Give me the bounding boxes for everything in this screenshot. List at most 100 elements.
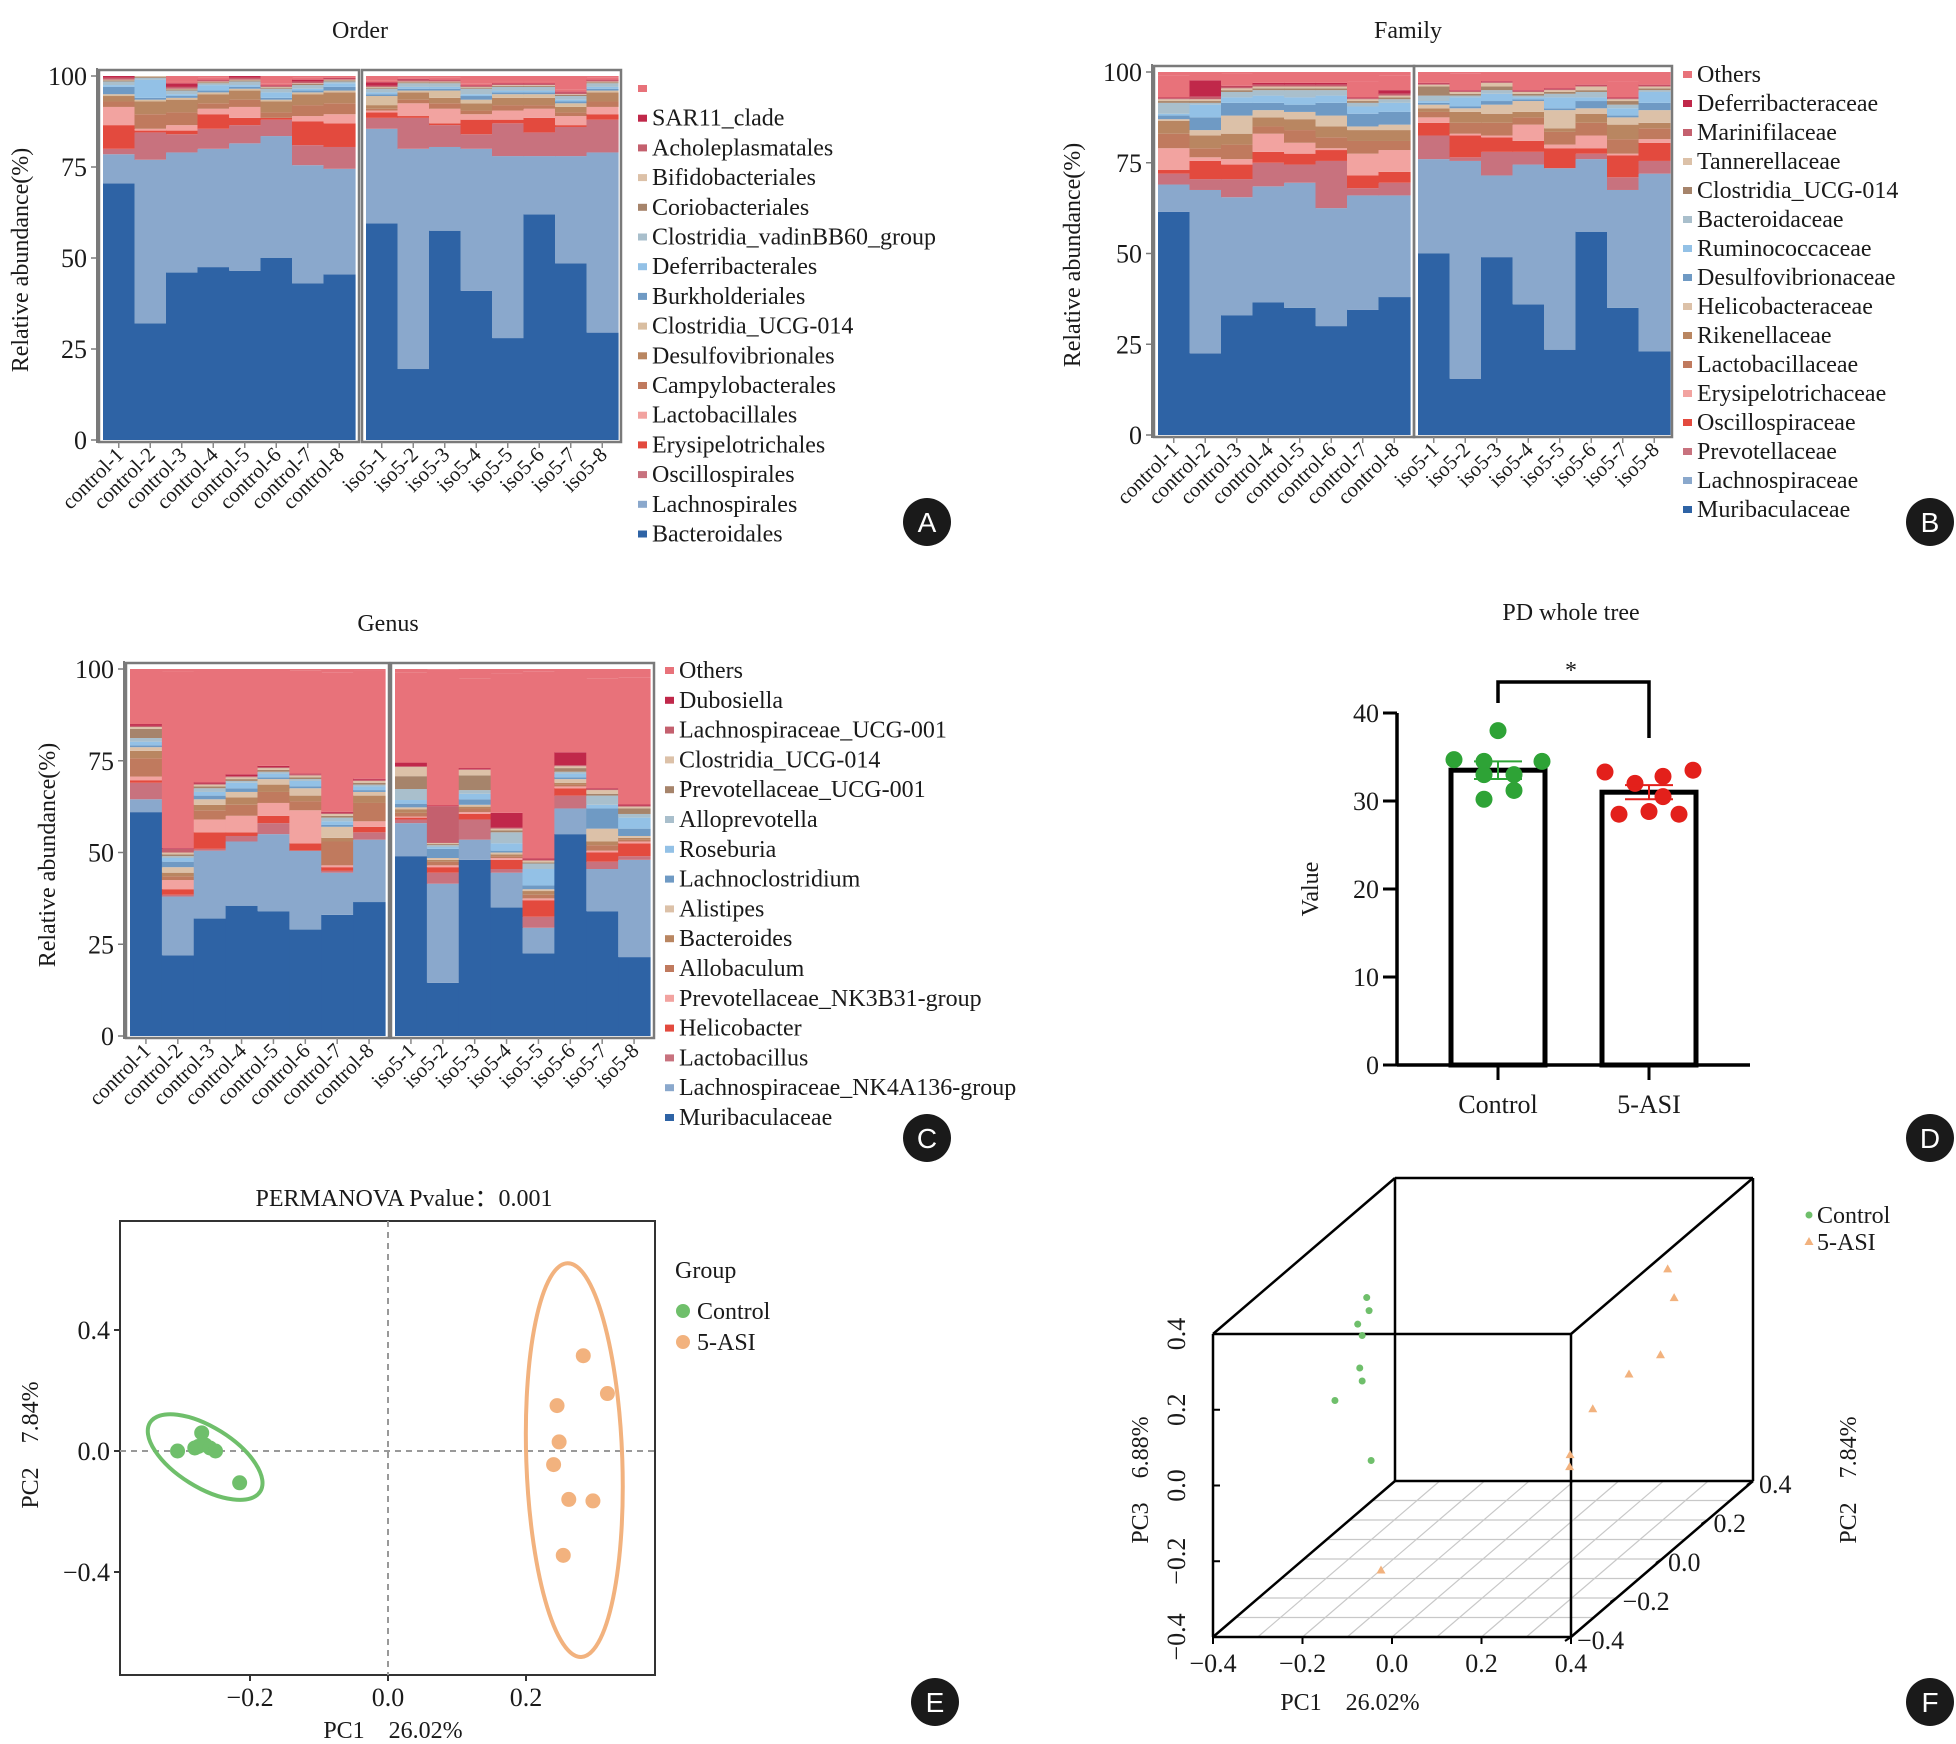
bar-segment-remainder bbox=[321, 669, 354, 673]
data-point-control bbox=[1365, 1307, 1373, 1315]
x-tick-label: 0.2 bbox=[510, 1683, 543, 1712]
bar-segment-lachnoclostridium bbox=[353, 790, 386, 792]
bar-segment-others bbox=[618, 677, 651, 805]
bar-segment-helicobacter bbox=[161, 889, 195, 895]
bar-segment-lachnospiraceae_ucg-001 bbox=[522, 859, 555, 861]
legend-label: Bifidobacteriales bbox=[652, 165, 816, 191]
bar-segment-helicobacteraceae bbox=[1575, 108, 1608, 114]
bar-segment-clostridia_vadinbb60_group bbox=[429, 83, 462, 87]
panel-a-bars bbox=[103, 76, 619, 440]
bar-segment-burkholderiales bbox=[555, 101, 588, 104]
bar-segment-dubosiella bbox=[193, 782, 227, 784]
panel-c-title: Genus bbox=[357, 611, 418, 637]
bar-segment-prevotellaceae bbox=[1575, 153, 1608, 160]
bar-segment-lachnospiraceae_nk4a136-group bbox=[257, 834, 290, 912]
bar-segment-desulfovibrionales bbox=[397, 92, 430, 100]
bar-segment-alistipes bbox=[426, 858, 460, 860]
bar-segment-tannerellaceae bbox=[1189, 99, 1222, 102]
panel-d-plot: 0 10 20 30 40 Control 5-ASI * bbox=[1353, 658, 1750, 1119]
bar-segment-bifidobacteriales bbox=[166, 88, 199, 90]
bar-segment-prevotellaceae_ucg-001 bbox=[193, 786, 227, 789]
bar-segment-remainder bbox=[492, 76, 525, 82]
y-tick-label: −0.2 bbox=[1623, 1587, 1670, 1616]
bar-segment-muribaculaceae bbox=[257, 911, 290, 1036]
bar-segment-ruminococcaceae bbox=[1481, 93, 1514, 102]
bar-segment-roseburia bbox=[426, 846, 460, 849]
legend-label: Prevotellaceae bbox=[1697, 439, 1837, 465]
bar-segment-lachnospiraceae_nk4a136-group bbox=[289, 850, 322, 930]
bar-segment-prevotellaceae_ucg-001 bbox=[554, 768, 587, 772]
bar-segment-remainder bbox=[1221, 72, 1254, 74]
bar-segment-sar11_clade bbox=[555, 91, 588, 93]
bar-segment-clostridia_vadinbb60_group bbox=[366, 88, 399, 93]
bar-segment-helicobacter bbox=[490, 859, 524, 870]
bar-segment-erysipelotrichaceae bbox=[1607, 153, 1640, 156]
bar-segment-lactobacillus bbox=[618, 856, 651, 860]
legend-label: Control bbox=[697, 1299, 771, 1325]
bar-segment-marinifilaceae bbox=[1449, 90, 1482, 92]
bar-segment-acholeplasmatales bbox=[292, 81, 325, 84]
legend-marker bbox=[1804, 1237, 1814, 1245]
bar-segment-clostridia_ucg-014 bbox=[229, 88, 262, 91]
y-tick-label: 75 bbox=[61, 153, 87, 182]
data-point-control bbox=[1445, 751, 1463, 769]
bar-segment-helicobacter bbox=[193, 832, 227, 849]
bar-segment-clostridia_ucg-014 bbox=[426, 842, 460, 845]
bar-segment-remainder bbox=[522, 669, 555, 672]
bar-segment-deferribacterales bbox=[323, 83, 356, 87]
bar-segment-burkholderiales bbox=[460, 96, 493, 100]
bar-segment-dubosiella bbox=[426, 805, 460, 807]
bar-segment-bacteroidaceae bbox=[1221, 91, 1254, 98]
bar-segment-coriobacteriales bbox=[429, 82, 462, 84]
panel-c-bars bbox=[130, 669, 651, 1036]
bar-segment-desulfovibrionaceae bbox=[1158, 115, 1191, 120]
bar-segment-unlabeled bbox=[166, 81, 199, 84]
bar-segment-lactobacillus bbox=[321, 870, 354, 873]
data-point-control bbox=[1358, 1332, 1366, 1340]
bar-segment-clostridia_ucg-014 bbox=[395, 766, 428, 777]
bar-segment-clostridia_ucg-014 bbox=[490, 828, 524, 831]
legend-swatch bbox=[638, 233, 647, 241]
bar-segment-acholeplasmatales bbox=[323, 78, 356, 80]
data-point-control bbox=[1367, 1457, 1375, 1465]
bar-segment-prevotellaceae_ucg-001 bbox=[321, 815, 354, 818]
bar-segment-prevotellaceae bbox=[1449, 157, 1482, 161]
z-tick-label: 0.4 bbox=[1162, 1318, 1191, 1351]
bar-segment-oscillospirales bbox=[260, 119, 293, 137]
bar-segment-tannerellaceae bbox=[1158, 99, 1191, 102]
bar-segment-others bbox=[490, 673, 524, 813]
bar-segment-desulfovibrionaceae bbox=[1575, 101, 1608, 109]
bar-segment-erysipelotrichaceae bbox=[1544, 144, 1577, 149]
bar-segment-others bbox=[1221, 73, 1254, 86]
bar-segment-lachnospirales bbox=[103, 154, 136, 184]
bar-segment-lactobacillus bbox=[353, 832, 386, 840]
bar-segment-burkholderiales bbox=[229, 86, 262, 89]
bar-segment-others bbox=[161, 671, 195, 849]
bar-segment-lachnospiraceae_ucg-001 bbox=[586, 789, 619, 791]
bar-segment-deferribacteraceae bbox=[1221, 85, 1254, 87]
bar-segment-lactobacillaceae bbox=[1575, 122, 1608, 136]
bar-segment-bacteroides bbox=[554, 782, 587, 785]
bar-segment-prevotellaceae_nk3b31-group bbox=[161, 880, 195, 890]
confidence-ellipse-control bbox=[145, 1412, 265, 1502]
legend-swatch bbox=[1683, 129, 1692, 136]
bar-segment-desulfovibrionaceae bbox=[1378, 111, 1411, 125]
bar-segment-lachnospiraceae bbox=[1512, 164, 1545, 305]
bar-segment-clostridia_ucg-014 bbox=[225, 777, 259, 780]
panel-a-ylabel: Relative abundance(%) bbox=[8, 148, 34, 373]
y-tick-label: 75 bbox=[88, 747, 114, 776]
bar-segment-unlabeled bbox=[260, 83, 293, 86]
bar-segment-muribaculaceae bbox=[522, 953, 555, 1036]
bar-segment-erysipelotrichales bbox=[323, 123, 356, 147]
bar-segment-bacteroidales bbox=[397, 369, 430, 440]
bar-segment-coriobacteriales bbox=[555, 94, 588, 97]
bar-segment-ruminococcaceae bbox=[1449, 97, 1482, 107]
bar-segment-lachnospiraceae_ucg-001 bbox=[130, 725, 163, 727]
bar-segment-lactobacillaceae bbox=[1544, 131, 1577, 145]
bar-segment-clostridia_ucg-014 bbox=[1544, 91, 1577, 94]
bar-segment-acholeplasmatales bbox=[197, 80, 230, 82]
bar-segment-lachnospiraceae_ucg-001 bbox=[395, 766, 428, 767]
bar-segment-bifidobacteriales bbox=[292, 83, 325, 85]
panel-e-pcoa-2d: PERMANOVA Pvalue：0.001 PC1 26.02% PC2 7.… bbox=[18, 1186, 771, 1744]
bar-segment-oscillospirales bbox=[103, 148, 136, 155]
